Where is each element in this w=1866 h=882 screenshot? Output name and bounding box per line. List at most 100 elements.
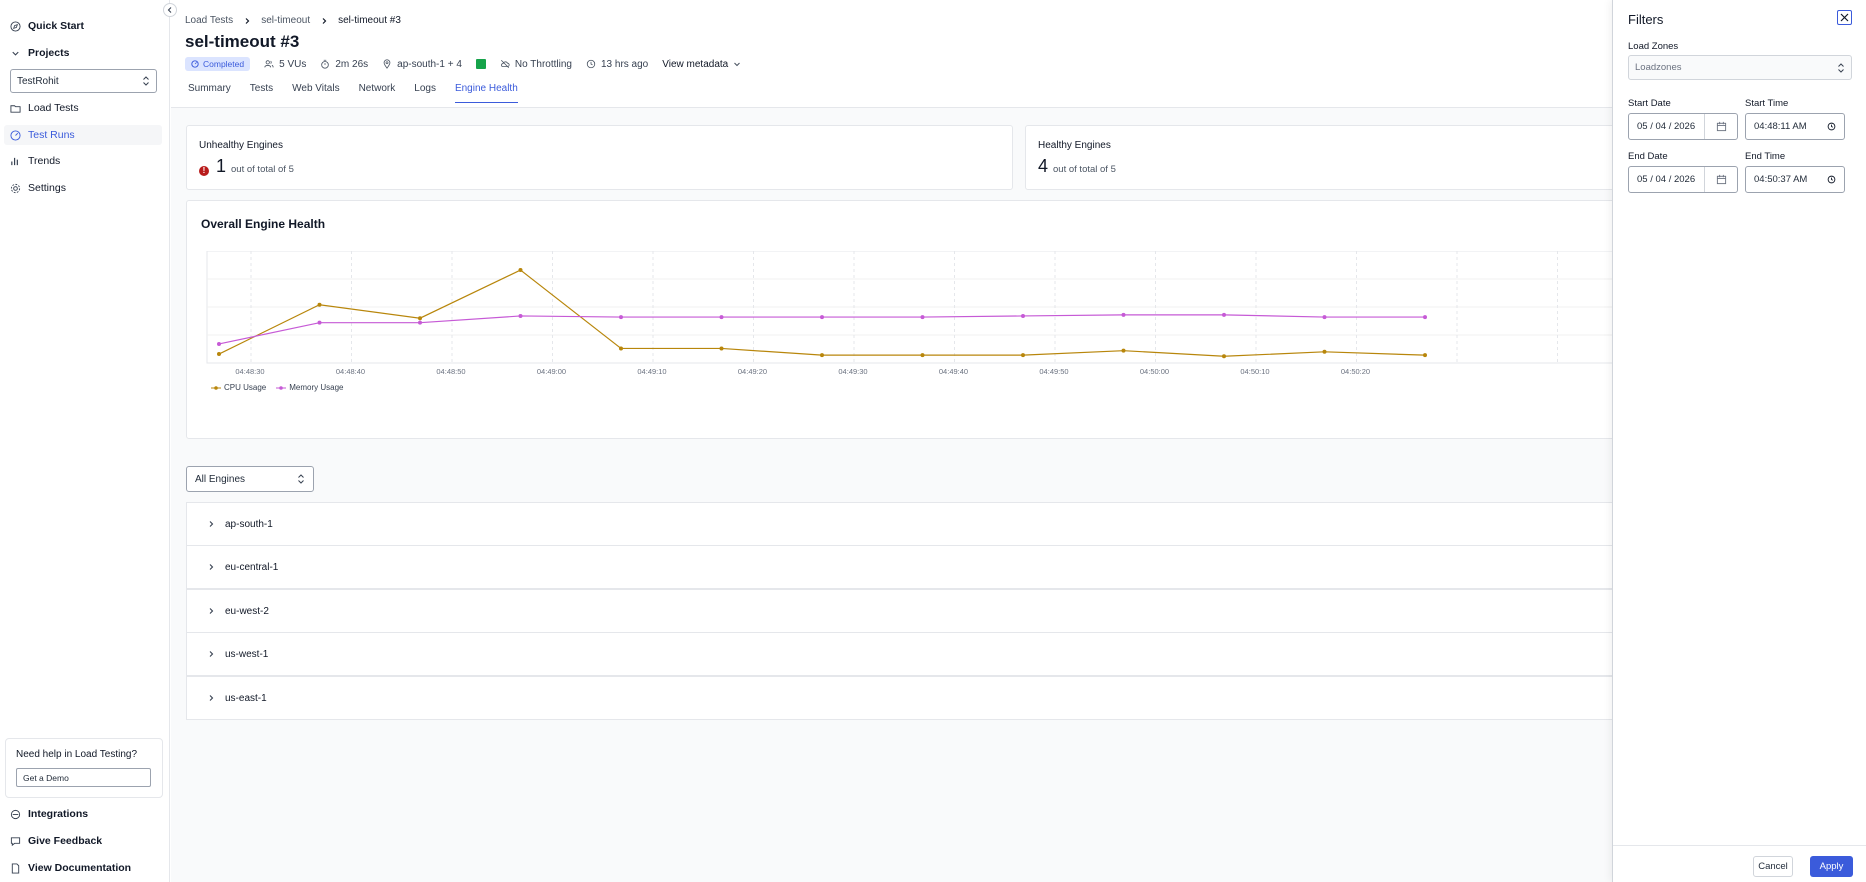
- chevron-right-icon: [245, 17, 250, 24]
- sidebar-item-label: Give Feedback: [28, 835, 103, 847]
- chevron-updown-icon: [298, 474, 304, 484]
- status-text: Completed: [203, 59, 245, 69]
- main-content: Load Tests sel-timeout sel-timeout #3 se…: [171, 0, 1627, 882]
- project-select[interactable]: TestRohit: [10, 69, 157, 93]
- chart-point-cpu: [1423, 353, 1427, 358]
- chart-x-tick-label: 04:48:40: [336, 367, 365, 376]
- apply-button[interactable]: Apply: [1810, 856, 1853, 877]
- breadcrumb-load-tests[interactable]: Load Tests: [185, 15, 234, 26]
- status-icon: [191, 60, 199, 68]
- cancel-button[interactable]: Cancel: [1753, 856, 1793, 877]
- chart-x-tick-label: 04:48:50: [436, 367, 465, 376]
- sidebar: Quick Start Projects TestRohit Load Test…: [0, 0, 170, 882]
- sidebar-item-give-feedback[interactable]: Give Feedback: [10, 831, 102, 851]
- users-icon: [264, 60, 274, 68]
- page-header: Load Tests sel-timeout sel-timeout #3 se…: [171, 0, 1613, 108]
- breadcrumb-sel-timeout[interactable]: sel-timeout: [261, 15, 311, 26]
- sidebar-item-label: Load Tests: [28, 102, 79, 114]
- filters-title: Filters: [1628, 12, 1664, 27]
- status-badge: Completed: [185, 57, 251, 71]
- view-metadata-label: View metadata: [662, 58, 729, 70]
- sidebar-item-label: Quick Start: [28, 20, 85, 32]
- start-date-field[interactable]: 05 / 04 / 2026: [1628, 113, 1738, 140]
- region-row-us-east-1[interactable]: us-east-1: [186, 676, 1626, 720]
- cloud-off-icon: [500, 59, 510, 69]
- sidebar-item-settings[interactable]: Settings: [10, 178, 66, 198]
- view-metadata-button[interactable]: View metadata: [662, 59, 741, 70]
- start-time-field[interactable]: 04:48:11 AM: [1745, 113, 1845, 140]
- calendar-button[interactable]: [1705, 121, 1737, 132]
- calendar-button[interactable]: [1705, 174, 1737, 185]
- close-filters-button[interactable]: [1837, 10, 1852, 25]
- legend-item-memory[interactable]: Memory Usage: [276, 383, 344, 392]
- chart-x-tick-label: 04:49:40: [939, 367, 968, 376]
- sidebar-item-trends[interactable]: Trends: [10, 151, 60, 171]
- region-name: us-west-1: [225, 648, 269, 660]
- duration-text: 2m 26s: [335, 58, 369, 70]
- sidebar-item-label: Settings: [28, 182, 66, 194]
- engine-health-chart: 04:48:30 04:48:40 04:48:50 04:49:00 04:49:10…: [206, 251, 1627, 376]
- region-row-eu-west-2[interactable]: eu-west-2: [186, 589, 1626, 633]
- chart-title: Overall Engine Health: [201, 217, 326, 231]
- chevron-right-icon: [209, 564, 214, 570]
- region-row-us-west-1[interactable]: us-west-1: [186, 632, 1626, 676]
- end-time-field[interactable]: 04:50:37 AM: [1745, 166, 1845, 193]
- sidebar-item-view-documentation[interactable]: View Documentation: [10, 858, 131, 878]
- close-icon: [1840, 13, 1849, 22]
- end-time-label: End Time: [1745, 151, 1786, 162]
- load-zones-select[interactable]: Loadzones: [1628, 55, 1852, 80]
- chart-point-memory: [1423, 315, 1427, 320]
- sidebar-section-projects[interactable]: Projects: [10, 43, 69, 63]
- project-select-value: TestRohit: [17, 75, 59, 87]
- sidebar-item-integrations[interactable]: Integrations: [10, 804, 88, 824]
- chart-point-memory: [1021, 313, 1025, 318]
- tab-summary[interactable]: Summary: [188, 83, 231, 94]
- chart-point-memory: [619, 315, 623, 320]
- sidebar-item-label: Integrations: [28, 808, 89, 820]
- breadcrumb: Load Tests sel-timeout sel-timeout #3: [185, 15, 401, 26]
- tab-bar: Summary Tests Web Vitals Network Logs En…: [188, 83, 518, 103]
- chevron-right-icon: [209, 695, 214, 701]
- healthy-engines-card: Healthy Engines 4 out of total of 5: [1025, 125, 1625, 190]
- time-info: 13 hrs ago: [586, 59, 648, 70]
- tab-engine-health[interactable]: Engine Health: [454, 83, 518, 103]
- sidebar-section-label: Projects: [28, 47, 70, 59]
- calendar-icon: [1716, 121, 1726, 132]
- get-demo-button[interactable]: Get a Demo: [16, 768, 151, 787]
- chart-point-cpu: [317, 302, 322, 307]
- throttling-info: No Throttling: [500, 59, 572, 70]
- tab-logs[interactable]: Logs: [414, 83, 436, 94]
- chart-point-cpu: [518, 268, 523, 273]
- chart-point-memory: [820, 315, 824, 320]
- page-title: sel-timeout #3: [185, 32, 300, 51]
- chart-x-tick-label: 04:49:10: [637, 367, 666, 376]
- tab-network[interactable]: Network: [358, 83, 396, 94]
- gauge-icon: [10, 129, 21, 141]
- chart-x-tick-label: 04:50:20: [1341, 367, 1370, 376]
- legend-item-cpu[interactable]: CPU Usage: [211, 383, 266, 392]
- engine-filter-select[interactable]: All Engines: [186, 466, 314, 492]
- chart-point-memory: [1222, 312, 1226, 317]
- region-row-ap-south-1[interactable]: ap-south-1: [186, 502, 1626, 546]
- chart-point-cpu: [217, 352, 221, 357]
- chart-point-cpu: [418, 316, 422, 321]
- sidebar-item-load-tests[interactable]: Load Tests: [10, 98, 79, 118]
- chart-x-tick-label: 04:49:50: [1039, 367, 1068, 376]
- chart-x-tick-label: 04:49:00: [537, 367, 566, 376]
- chart-point-cpu: [820, 353, 824, 358]
- tab-web-vitals[interactable]: Web Vitals: [292, 83, 340, 94]
- feedback-icon: [10, 836, 21, 846]
- sidebar-item-label: View Documentation: [28, 862, 132, 874]
- collapse-sidebar-button[interactable]: [163, 3, 177, 17]
- region-row-eu-central-1[interactable]: eu-central-1: [186, 545, 1626, 589]
- vus-info: 5 VUs: [264, 59, 306, 70]
- start-date-value: 05 / 04 / 2026: [1629, 114, 1705, 139]
- sidebar-item-test-runs[interactable]: Test Runs: [4, 125, 162, 145]
- throttling-text: No Throttling: [514, 58, 572, 70]
- chevron-right-icon: [209, 608, 214, 614]
- end-date-field[interactable]: 05 / 04 / 2026: [1628, 166, 1738, 193]
- sidebar-item-quick-start[interactable]: Quick Start: [10, 16, 84, 36]
- healthy-engines-value: 4 out of total of 5: [1038, 156, 1116, 177]
- tab-tests[interactable]: Tests: [249, 83, 274, 94]
- chart-point-cpu: [1322, 349, 1327, 354]
